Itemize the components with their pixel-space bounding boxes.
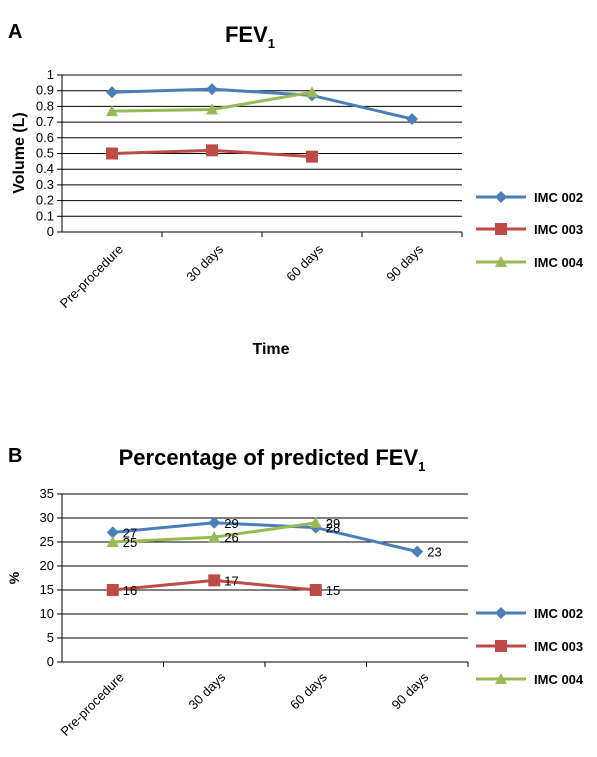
chart-a-y-tick-label: 0.9 bbox=[36, 83, 54, 98]
chart-a-data-point bbox=[306, 150, 318, 163]
chart-a-category-label: 60 days bbox=[283, 241, 326, 284]
chart-a-category-label: 30 days bbox=[183, 241, 226, 284]
chart-b-legend-marker bbox=[495, 673, 507, 684]
chart-a-data-point bbox=[106, 147, 118, 160]
chart-b-legend-label: IMC 004 bbox=[534, 672, 584, 687]
chart-b-y-tick-label: 0 bbox=[47, 654, 54, 669]
chart-b-data-point bbox=[411, 545, 424, 558]
chart-a-data-point bbox=[306, 86, 318, 98]
chart-a-legend-label: IMC 004 bbox=[534, 255, 584, 270]
chart-b-data-point bbox=[309, 584, 322, 596]
panel-b-y-axis-title: % bbox=[6, 571, 22, 584]
chart-b-category-label: 60 days bbox=[287, 669, 330, 712]
chart-a-y-tick-label: 0.2 bbox=[36, 193, 54, 208]
panel-a-x-axis-title: Time bbox=[252, 341, 289, 358]
chart-b-data-label: 17 bbox=[224, 573, 238, 588]
chart-a-y-tick-label: 0.6 bbox=[36, 130, 54, 145]
chart-a-legend-marker bbox=[495, 256, 507, 267]
chart-b-data-point bbox=[106, 536, 119, 547]
chart-b-category-label: 90 days bbox=[389, 669, 432, 712]
chart-b-data-point bbox=[106, 584, 119, 596]
chart-b-data-label: 27 bbox=[123, 525, 137, 540]
chart-a-data-point bbox=[206, 103, 218, 115]
chart-b-y-tick-label: 20 bbox=[40, 558, 54, 573]
chart-a-data-point bbox=[106, 105, 118, 117]
chart-a-y-tick-label: 0.8 bbox=[36, 98, 54, 113]
chart-b-legend-marker bbox=[495, 607, 507, 619]
chart-a-y-tick-label: 1 bbox=[47, 67, 54, 82]
chart-b-data-label: 29 bbox=[326, 516, 340, 531]
panel-a-letter: A bbox=[8, 21, 22, 43]
chart-b-y-tick-label: 35 bbox=[40, 486, 54, 501]
panel-b-title-main: Percentage of predicted FEV bbox=[119, 445, 419, 470]
chart-a-y-tick-label: 0 bbox=[47, 224, 54, 239]
chart-a-legend-label: IMC 003 bbox=[534, 222, 583, 237]
chart-a-data-point bbox=[206, 83, 218, 96]
panel-b-title: Percentage of predicted FEV1 bbox=[119, 445, 426, 474]
chart-a-category-label: Pre-procedure bbox=[57, 242, 126, 311]
chart-b-data-point bbox=[208, 516, 221, 529]
panel-b-title-sub: 1 bbox=[418, 459, 425, 474]
chart-b-legend-label: IMC 003 bbox=[534, 639, 583, 654]
chart-b-y-tick-label: 25 bbox=[40, 534, 54, 549]
panel-a-title-sub: 1 bbox=[268, 36, 275, 51]
chart-a-y-tick-label: 0.1 bbox=[36, 208, 54, 223]
panel-a-y-axis-title: Volume (L) bbox=[11, 112, 28, 193]
panel-b-letter: B bbox=[8, 445, 22, 467]
chart-b-category-label: 30 days bbox=[186, 669, 229, 712]
chart-a-y-tick-label: 0.5 bbox=[36, 146, 54, 161]
chart-b-y-tick-label: 30 bbox=[40, 510, 54, 525]
chart-a-category-label: 90 days bbox=[383, 241, 426, 284]
chart-b-data-label: 15 bbox=[326, 583, 340, 598]
chart-b-y-tick-label: 15 bbox=[40, 582, 54, 597]
chart-b-y-tick-label: 5 bbox=[47, 630, 54, 645]
panel-a-title-main: FEV bbox=[225, 22, 268, 47]
chart-b-legend-marker bbox=[495, 640, 507, 652]
chart-b-legend-label: IMC 002 bbox=[534, 606, 583, 621]
panel-a-title: FEV1 bbox=[225, 22, 275, 51]
chart-b-data-label: 25 bbox=[123, 535, 137, 550]
chart-b-data-point bbox=[208, 574, 221, 587]
chart-a-y-tick-label: 0.4 bbox=[36, 161, 54, 176]
chart-b-data-label: 16 bbox=[123, 583, 137, 598]
chart-b-data-label: 29 bbox=[224, 516, 238, 531]
chart-b-data-label: 23 bbox=[427, 545, 441, 560]
chart-a-data-point bbox=[106, 86, 118, 99]
chart-b: 0 5 10 15 20 25 30 35 Pre-procedure 30 days 60 day… bbox=[40, 486, 584, 739]
chart-a-legend-marker bbox=[495, 223, 507, 235]
chart-b-data-point bbox=[208, 531, 221, 543]
chart-b-series-line bbox=[112, 521, 418, 554]
chart-a: 00.10.20.30.40.50.60.70.80.91 Pre-procedu… bbox=[36, 67, 584, 311]
chart-b-data-point bbox=[309, 516, 322, 528]
chart-a-data-point bbox=[206, 144, 218, 157]
chart-b-category-label: Pre-procedure bbox=[57, 670, 126, 739]
chart-a-y-tick-label: 0.7 bbox=[36, 114, 54, 129]
chart-b-data-label: 26 bbox=[224, 530, 238, 545]
chart-b-data-label: 28 bbox=[326, 521, 340, 536]
chart-b-y-tick-label: 10 bbox=[40, 606, 54, 621]
chart-a-data-point bbox=[406, 112, 418, 125]
chart-a-legend-marker bbox=[495, 191, 507, 203]
chart-a-y-tick-label: 0.3 bbox=[36, 177, 54, 192]
chart-b-data-point bbox=[106, 526, 119, 539]
chart-a-series-line bbox=[111, 87, 413, 121]
chart-a-legend-label: IMC 002 bbox=[534, 190, 583, 205]
